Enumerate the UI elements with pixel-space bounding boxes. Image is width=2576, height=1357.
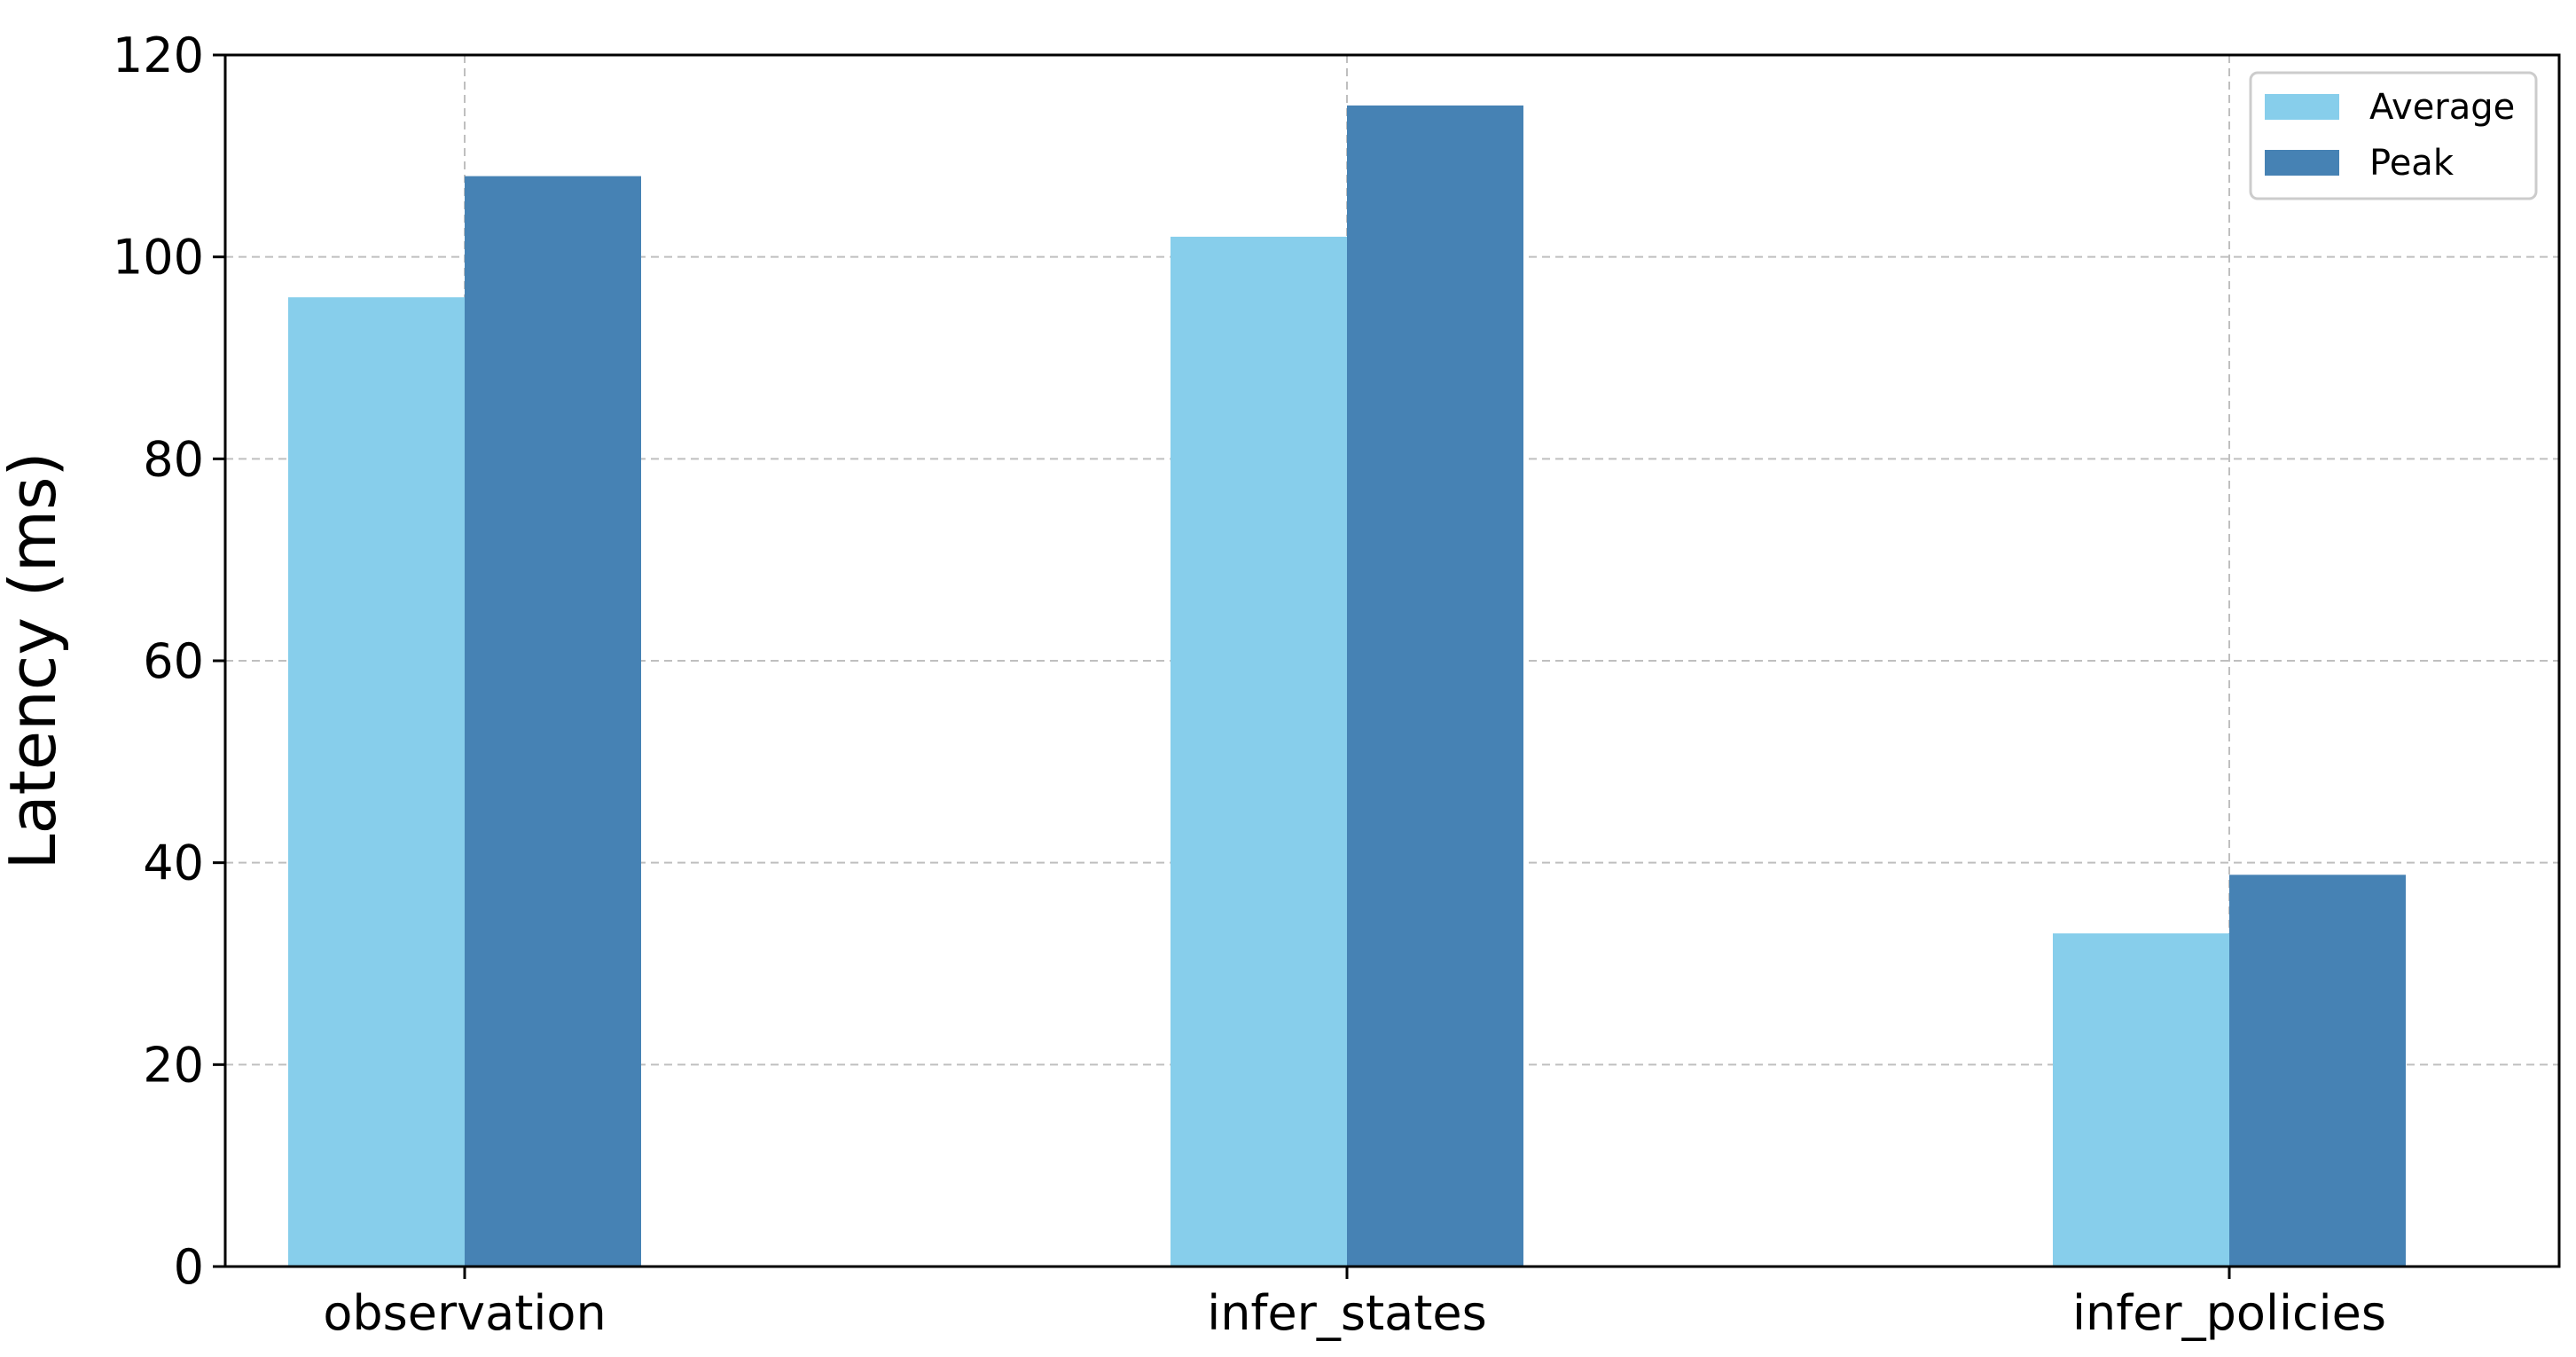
legend-label-peak: Peak <box>2369 143 2455 184</box>
y-axis-title: Latency (ms) <box>0 451 70 869</box>
x-tick-label: infer_states <box>1207 1285 1487 1341</box>
y-axis: 0 20 40 60 80 100 120 <box>113 27 225 1295</box>
legend-swatch-average <box>2265 94 2339 120</box>
bar-peak-infer-policies <box>2229 875 2406 1267</box>
y-tick-label: 20 <box>143 1037 204 1093</box>
x-tick-label: observation <box>323 1285 606 1341</box>
legend-swatch-peak <box>2265 150 2339 176</box>
bar-average-infer-policies <box>2053 933 2229 1267</box>
y-tick-label: 120 <box>113 27 204 83</box>
y-tick-label: 80 <box>143 431 204 487</box>
legend-label-average: Average <box>2369 87 2515 128</box>
bar-average-infer-states <box>1171 236 1347 1267</box>
bar-average-observation <box>288 297 465 1267</box>
y-tick-label: 0 <box>174 1239 204 1295</box>
bars <box>288 105 2406 1267</box>
x-axis: observation infer_states infer_policies <box>323 1267 2386 1341</box>
bar-peak-infer-states <box>1347 105 1523 1267</box>
x-tick-label: infer_policies <box>2072 1285 2386 1341</box>
y-tick-label: 60 <box>143 633 204 689</box>
y-tick-label: 100 <box>113 230 204 286</box>
bar-peak-observation <box>465 176 641 1267</box>
y-tick-label: 40 <box>143 835 204 891</box>
legend: Average Peak <box>2249 71 2538 200</box>
